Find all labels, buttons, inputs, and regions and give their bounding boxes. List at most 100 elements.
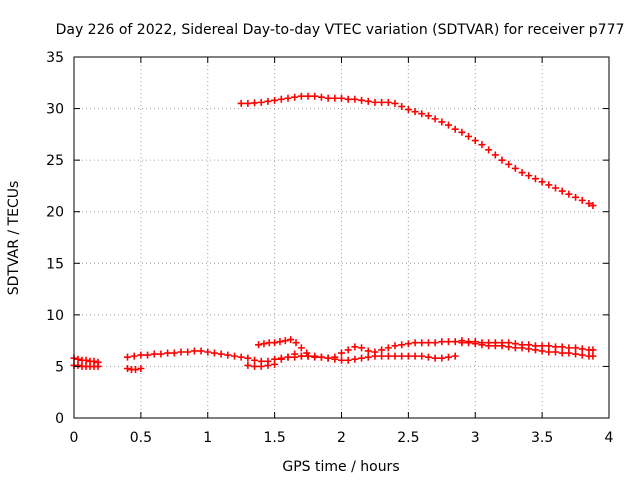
data-point <box>572 193 580 201</box>
data-point <box>589 352 597 360</box>
data-point <box>552 184 559 192</box>
data-point <box>244 354 252 362</box>
series-low-track-b <box>70 337 597 374</box>
x-tick-label: 2.5 <box>397 430 419 446</box>
data-point <box>418 110 426 118</box>
data-point <box>398 352 406 360</box>
data-points <box>70 92 597 374</box>
data-point <box>276 338 284 346</box>
y-tick-label: 10 <box>46 308 64 324</box>
data-point <box>451 125 459 133</box>
data-point <box>518 169 526 177</box>
data-point <box>545 181 553 189</box>
data-point <box>491 339 499 347</box>
data-point <box>431 354 439 362</box>
axis-ticks <box>73 56 610 419</box>
x-tick-label: 0 <box>70 430 79 446</box>
data-point <box>74 361 82 369</box>
data-point <box>264 97 272 105</box>
data-point <box>458 337 466 345</box>
data-point <box>438 354 446 362</box>
data-point <box>378 98 386 106</box>
data-point <box>351 95 359 103</box>
series-bump <box>255 336 311 357</box>
data-point <box>271 339 279 347</box>
x-tick-label: 0.5 <box>130 430 152 446</box>
data-point <box>585 199 593 207</box>
data-point <box>465 338 473 346</box>
data-point <box>391 99 399 107</box>
data-point <box>531 342 539 350</box>
data-point <box>251 362 259 370</box>
data-point <box>260 340 268 348</box>
x-tick-label: 1 <box>203 430 212 446</box>
data-point <box>331 353 339 361</box>
data-point <box>251 356 259 364</box>
data-point <box>471 137 479 145</box>
data-point <box>317 93 325 101</box>
data-point <box>478 141 486 149</box>
data-point <box>578 351 586 359</box>
data-point <box>224 351 232 359</box>
data-point <box>217 350 225 358</box>
data-point <box>491 151 499 159</box>
x-tick-label: 3.5 <box>531 430 553 446</box>
data-point <box>505 339 513 347</box>
data-point <box>364 97 372 105</box>
data-point <box>391 342 399 350</box>
data-point <box>538 342 546 350</box>
data-point <box>351 355 359 363</box>
data-point <box>292 339 300 347</box>
data-point <box>558 187 566 195</box>
data-point <box>445 121 452 129</box>
data-point <box>525 341 533 349</box>
data-point <box>411 352 419 360</box>
data-point <box>378 352 386 360</box>
data-point <box>531 175 539 183</box>
data-point <box>297 352 305 360</box>
data-point <box>391 352 399 360</box>
data-point <box>384 344 392 352</box>
data-point <box>378 346 386 354</box>
data-point <box>424 353 432 361</box>
data-point <box>324 94 332 102</box>
data-point <box>364 347 372 355</box>
data-point <box>358 96 366 104</box>
data-point <box>545 342 553 350</box>
y-tick-label: 30 <box>46 102 64 118</box>
data-point <box>451 338 459 346</box>
data-point <box>338 349 345 357</box>
data-point <box>277 95 285 103</box>
data-point <box>170 349 178 357</box>
data-point <box>190 347 198 355</box>
data-point <box>204 348 212 356</box>
data-point <box>311 92 319 100</box>
y-tick-label: 5 <box>55 359 64 375</box>
data-point <box>411 108 419 116</box>
data-point <box>505 160 513 168</box>
y-tick-label: 35 <box>46 50 64 66</box>
data-point <box>424 339 432 347</box>
data-point <box>438 338 446 346</box>
data-point <box>404 340 412 348</box>
data-point <box>237 99 245 107</box>
data-point <box>431 339 439 347</box>
data-point <box>291 350 299 358</box>
data-point <box>291 93 299 101</box>
chart-title: Day 226 of 2022, Sidereal Day-to-day VTE… <box>56 22 625 38</box>
data-point <box>197 347 205 355</box>
data-point <box>124 364 131 372</box>
data-point <box>94 362 102 370</box>
data-point <box>344 356 352 364</box>
data-point <box>271 96 279 104</box>
data-point <box>398 341 406 349</box>
data-point <box>257 98 265 106</box>
data-point <box>137 351 145 359</box>
data-point <box>255 341 263 349</box>
data-point <box>311 353 319 361</box>
data-point <box>498 339 506 347</box>
data-point <box>458 128 466 136</box>
data-point <box>511 164 519 172</box>
data-point <box>384 98 392 106</box>
